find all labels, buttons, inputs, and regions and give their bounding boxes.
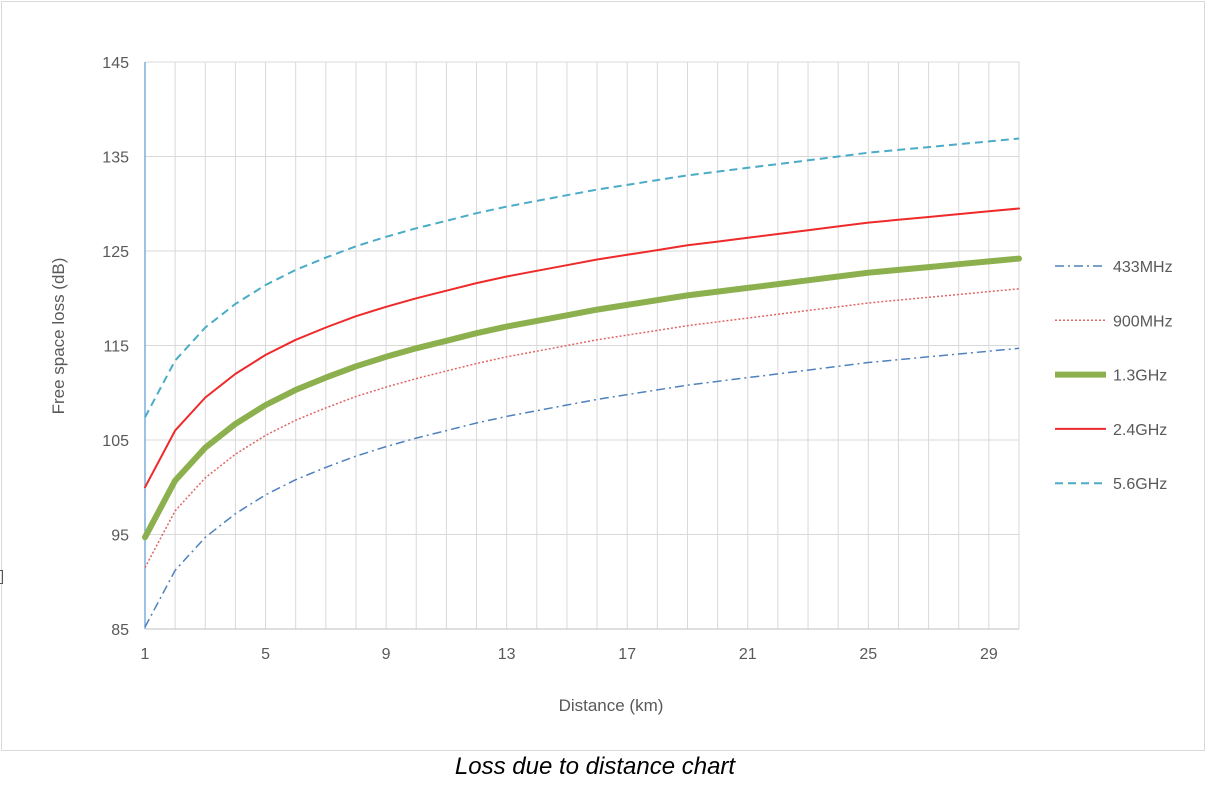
chart-frame: 85 95 105 115 125 135 145 1 5 9 13 17 21 25 29 Free s… bbox=[1, 1, 1205, 751]
series-line-1-3ghz bbox=[142, 255, 1022, 541]
line-chart: 85 95 105 115 125 135 145 1 5 9 13 17 21 25 29 Free s… bbox=[49, 55, 1173, 715]
x-tick-label: 21 bbox=[739, 646, 757, 663]
y-tick-label: 115 bbox=[103, 339, 129, 356]
y-tick-label: 105 bbox=[102, 433, 129, 450]
y-axis-label: Free space loss (dB) bbox=[49, 258, 68, 415]
series-line-900mhz bbox=[144, 288, 1020, 568]
y-tick-label: 135 bbox=[102, 150, 129, 167]
x-tick-label: 1 bbox=[141, 646, 150, 663]
x-tick-label: 29 bbox=[980, 646, 998, 663]
series-line-433mhz bbox=[144, 347, 1020, 628]
y-tick-label: 85 bbox=[111, 622, 129, 639]
y-tick-label: 145 bbox=[102, 55, 129, 72]
legend-label-5-6ghz: 5.6GHz bbox=[1113, 476, 1167, 493]
series-line-2-4ghz bbox=[144, 207, 1020, 489]
x-tick-label: 5 bbox=[261, 646, 270, 663]
edge-marker bbox=[0, 570, 3, 584]
x-axis-label: Distance (km) bbox=[559, 696, 664, 715]
series-lines bbox=[142, 137, 1022, 628]
legend: 433MHz 900MHz 1.3GHz 2.4GHz 5.6GHz bbox=[1055, 259, 1173, 493]
x-tick-label: 13 bbox=[498, 646, 516, 663]
x-tick-label: 25 bbox=[859, 646, 877, 663]
y-tick-label: 95 bbox=[111, 528, 129, 545]
x-tick-label: 17 bbox=[618, 646, 636, 663]
legend-label-1-3ghz: 1.3GHz bbox=[1113, 368, 1167, 385]
x-tick-label: 9 bbox=[382, 646, 391, 663]
x-axis: 1 5 9 13 17 21 25 29 bbox=[141, 628, 1019, 663]
legend-label-433mhz: 433MHz bbox=[1113, 259, 1173, 276]
y-axis: 85 95 105 115 125 135 145 bbox=[102, 55, 146, 639]
series-line-5-6ghz bbox=[144, 137, 1020, 418]
legend-label-2-4ghz: 2.4GHz bbox=[1113, 422, 1167, 439]
legend-label-900mhz: 900MHz bbox=[1113, 313, 1173, 330]
figure-caption: Loss due to distance chart bbox=[454, 753, 736, 780]
y-tick-label: 125 bbox=[102, 244, 129, 261]
gridlines bbox=[145, 61, 1020, 630]
